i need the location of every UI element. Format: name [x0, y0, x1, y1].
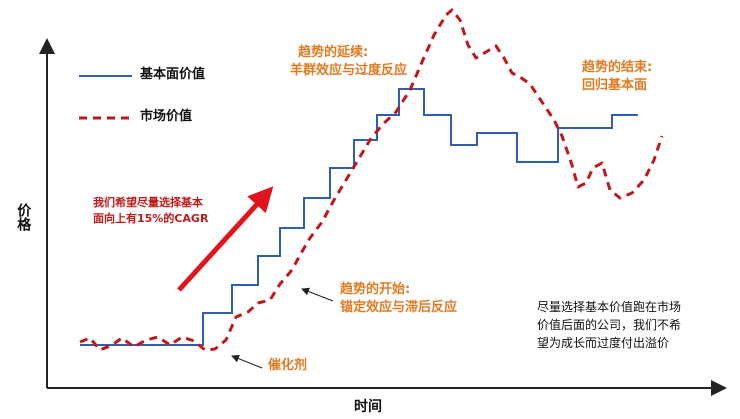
trend-continue-title: 趋势的延续: [298, 45, 369, 60]
strategy-note-line1: 尽量选择基本价值跑在市场 [537, 300, 682, 314]
trend-end-desc: 回归基本面 [582, 78, 648, 93]
catalyst-pointer [231, 354, 263, 369]
growth-goal-line2: 面向上有15%的CAGR [93, 212, 209, 225]
market-value-line [79, 8, 664, 352]
catalyst-label: 催化剂 [268, 358, 308, 373]
trend-continue-desc: 羊群效应与过度反应 [290, 63, 408, 78]
legend-fundamental-label: 基本面价值 [140, 67, 206, 82]
trend-start-title: 趋势的开始: [340, 282, 411, 297]
growth-goal-line1: 我们希望尽量选择基本 [93, 196, 203, 209]
trend-start-pointer [301, 287, 334, 302]
growth-arrow [177, 186, 274, 292]
trend-start-desc: 锚定效应与滞后反应 [340, 300, 458, 315]
strategy-note-line2: 价值后面的公司，我们不希 [537, 318, 682, 332]
x-axis-label: 时间 [354, 399, 382, 415]
fundamental-value-line [80, 88, 638, 346]
y-axis-label: 价格 [15, 203, 32, 231]
legend-market-label: 市场价值 [140, 109, 193, 124]
strategy-note-line3: 望为成长而过度付出溢价 [537, 336, 670, 350]
trend-end-title: 趋势的结束: [582, 60, 653, 75]
